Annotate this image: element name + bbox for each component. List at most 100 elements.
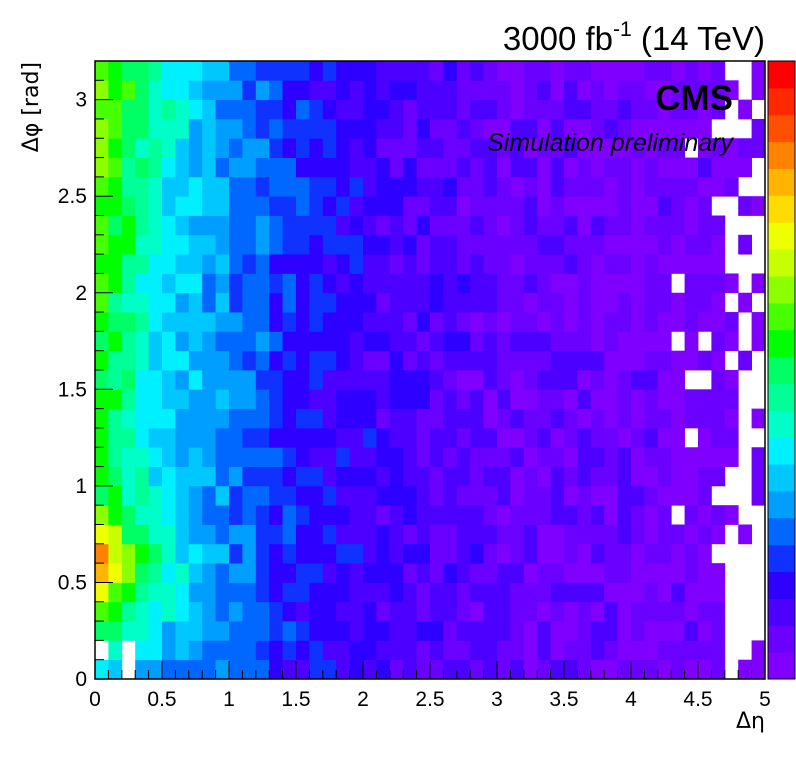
heatmap-cell: [497, 543, 511, 564]
heatmap-cell: [363, 80, 377, 101]
heatmap-cell: [537, 273, 551, 294]
heatmap-cell: [229, 408, 243, 429]
heatmap-cell: [282, 350, 297, 371]
heatmap-cell: [523, 505, 538, 525]
heatmap-cell: [711, 505, 726, 525]
heatmap-cell: [738, 99, 752, 120]
heatmap-cell: [229, 601, 243, 622]
heatmap-cell: [121, 447, 136, 467]
heatmap-cell: [389, 80, 404, 101]
heatmap-cell: [229, 485, 243, 506]
heatmap-cell: [416, 447, 431, 467]
heatmap-cell: [403, 601, 417, 622]
heatmap-cell: [657, 80, 672, 101]
heatmap-cell: [269, 524, 283, 545]
heatmap-cell: [108, 485, 123, 506]
heatmap-cell: [698, 621, 712, 641]
heatmap-cell: [577, 621, 592, 641]
heatmap-cell: [135, 601, 149, 622]
heatmap-cell: [456, 196, 471, 216]
heatmap-cell: [617, 118, 632, 139]
heatmap-cell: [711, 80, 726, 101]
heatmap-cell: [202, 466, 216, 487]
heatmap-cell: [684, 99, 699, 120]
heatmap-cell: [510, 601, 525, 622]
heatmap-cell: [537, 312, 551, 332]
heatmap-cell: [269, 292, 283, 313]
heatmap-cell: [148, 61, 163, 81]
heatmap-cell: [322, 331, 337, 352]
heatmap-cell: [617, 99, 632, 120]
heatmap-cell: [376, 543, 391, 564]
heatmap-cell: [470, 312, 484, 332]
heatmap-cell: [363, 389, 377, 410]
heatmap-cell: [282, 543, 297, 564]
heatmap-cell: [282, 563, 297, 583]
heatmap-cell: [724, 176, 739, 197]
heatmap-cell: [282, 601, 297, 622]
colorbar-segment: [768, 114, 795, 143]
heatmap-cell: [349, 640, 364, 661]
heatmap-cell: [684, 563, 699, 583]
heatmap-cell: [255, 427, 270, 448]
heatmap-cell: [497, 389, 511, 410]
heatmap-cell: [403, 505, 417, 525]
heatmap-cell: [604, 659, 618, 680]
heatmap-cell: [510, 234, 525, 255]
heatmap-cell: [175, 485, 190, 506]
heatmap-cell: [95, 350, 109, 371]
heatmap-cell: [510, 350, 525, 371]
heatmap-cell: [443, 118, 458, 139]
heatmap-cell: [483, 350, 498, 371]
heatmap-cell: [95, 370, 109, 390]
heatmap-cell: [403, 582, 417, 603]
heatmap-cell: [336, 640, 350, 661]
heatmap-cell: [577, 138, 592, 158]
heatmap-cell: [523, 215, 538, 236]
heatmap-cell: [590, 370, 605, 390]
heatmap-cell: [631, 196, 645, 216]
heatmap-cell: [644, 234, 659, 255]
heatmap-cell: [711, 582, 726, 603]
heatmap-cell: [644, 389, 659, 410]
heatmap-cell: [751, 80, 766, 101]
heatmap-cell: [657, 582, 672, 603]
heatmap-cell: [537, 524, 551, 545]
heatmap-cell: [537, 659, 551, 680]
heatmap-cell: [617, 176, 632, 197]
heatmap-cell: [698, 582, 712, 603]
heatmap-cell: [376, 563, 391, 583]
heatmap-cell: [470, 621, 484, 641]
heatmap-cell: [644, 466, 659, 487]
heatmap-cell: [456, 601, 471, 622]
heatmap-cell: [416, 138, 431, 158]
heatmap-cell: [242, 582, 257, 603]
heatmap-cell: [497, 427, 511, 448]
heatmap-cell: [711, 427, 726, 448]
heatmap-cell: [604, 61, 618, 81]
heatmap-cell: [336, 138, 350, 158]
heatmap-cell: [537, 350, 551, 371]
heatmap-cell: [296, 582, 310, 603]
heatmap-cell: [657, 466, 672, 487]
heatmap-cell: [684, 80, 699, 101]
heatmap-cell: [269, 273, 283, 294]
heatmap-cell: [255, 196, 270, 216]
heatmap-cell: [550, 640, 565, 661]
heatmap-cell: [108, 543, 123, 564]
heatmap-cell: [389, 273, 404, 294]
heatmap-cell: [644, 543, 659, 564]
heatmap-cell: [336, 99, 350, 120]
heatmap-cell: [282, 61, 297, 81]
heatmap-cell: [108, 601, 123, 622]
heatmap-cell: [483, 427, 498, 448]
heatmap-cell: [135, 292, 149, 313]
heatmap-cell: [229, 563, 243, 583]
heatmap-cell: [322, 408, 337, 429]
heatmap-cell: [175, 621, 190, 641]
heatmap-cell: [537, 640, 551, 661]
heatmap-cell: [617, 427, 632, 448]
heatmap-cell: [416, 621, 431, 641]
x-tick-label: 3: [491, 688, 503, 711]
x-tick-label: 1: [223, 688, 235, 711]
